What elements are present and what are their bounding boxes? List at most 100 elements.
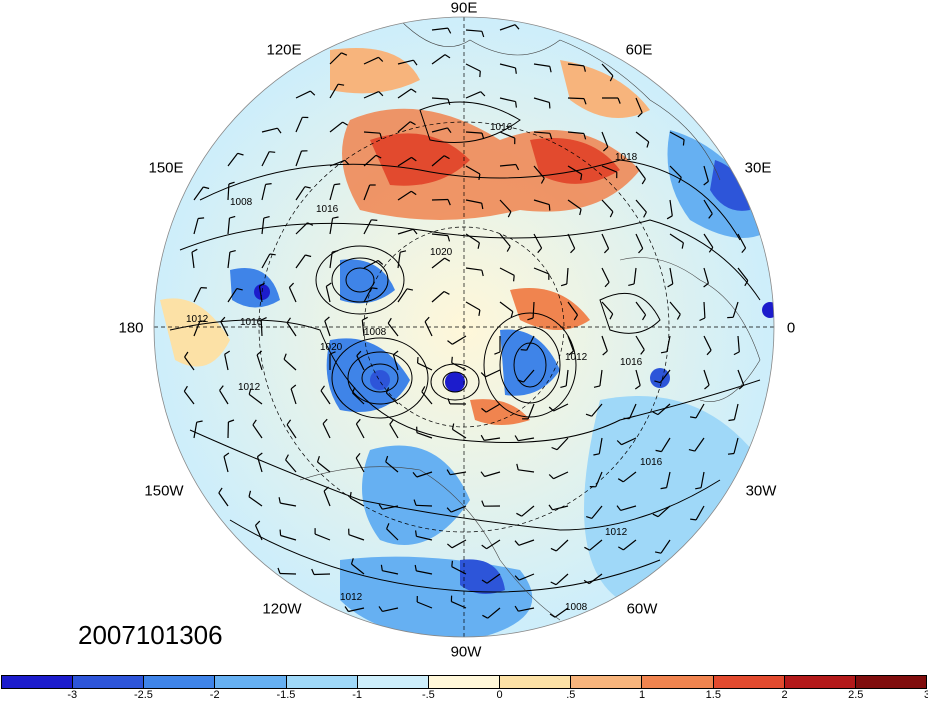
wind-barb (518, 469, 535, 473)
wind-barb (601, 267, 610, 283)
wind-barb-flag (703, 282, 709, 288)
wind-barb (556, 437, 569, 451)
cold-anomaly-core (460, 559, 505, 594)
wind-barb-flag (316, 456, 320, 463)
wind-barb (703, 165, 709, 182)
wind-barb-flag (356, 350, 362, 357)
wind-barb (601, 199, 614, 213)
wind-barb-flag (260, 317, 267, 321)
wind-barb-flag (708, 213, 713, 219)
wind-barb (431, 155, 445, 167)
wind-barb (566, 267, 569, 285)
wind-barb-flag (593, 385, 601, 388)
wind-barb-flag (549, 66, 552, 73)
wind-barb (533, 267, 550, 275)
wind-barb-flag (548, 474, 554, 480)
wind-barb (193, 320, 201, 337)
wind-barb (695, 403, 705, 419)
wind-barb-flag (414, 564, 417, 572)
wind-barb (465, 131, 483, 134)
wind-barb-flag (507, 211, 512, 218)
colorbar-segment (784, 676, 856, 688)
lon-label-60w: 60W (626, 600, 658, 618)
wind-barb-flag (641, 178, 646, 185)
wind-barb-flag (738, 384, 745, 390)
wind-barb (703, 369, 710, 386)
wind-barb (397, 252, 401, 269)
wind-barb-flag (283, 353, 287, 360)
wind-barb (733, 403, 739, 420)
wind-barb (416, 570, 433, 575)
wind-barb-flag (252, 419, 257, 426)
wind-barb (499, 233, 511, 247)
wind-barb-flag (609, 313, 614, 320)
wind-barb (533, 63, 550, 67)
wind-barb (363, 154, 377, 167)
wind-barb-flag (378, 503, 383, 510)
wind-barb-flag (583, 579, 590, 585)
wind-barb (555, 573, 569, 586)
wind-barb-flag (678, 177, 682, 184)
wind-barb-flag (477, 242, 480, 249)
wind-barb-flag (634, 385, 641, 390)
wind-barb-flag (585, 413, 592, 417)
wind-barb-flag (410, 88, 417, 93)
lon-label-60e: 60E (625, 41, 653, 59)
wind-barb-flag (377, 260, 384, 265)
wind-barb-flag (415, 530, 417, 537)
wind-barb-flag (324, 316, 330, 322)
wind-barb-flag (385, 455, 389, 462)
wind-barb (623, 539, 637, 551)
wind-barb (286, 424, 297, 439)
cold-anomaly-europe-core (710, 160, 750, 211)
wind-barb (258, 286, 263, 303)
wind-barb (352, 392, 365, 405)
wind-barb (431, 291, 445, 303)
wind-barb-flag (443, 155, 450, 160)
wind-barb-flag (593, 453, 600, 456)
wind-barb-flag (389, 419, 394, 425)
wind-barb-flag (514, 575, 520, 581)
lon-label-150e: 150E (148, 159, 184, 177)
isobar-value-label: 1012 (340, 592, 363, 603)
wind-barb (669, 233, 684, 244)
colorbar-segment (144, 676, 216, 688)
wind-barb (431, 233, 448, 237)
lon-label-180: 180 (118, 319, 144, 337)
wind-barb-flag (573, 314, 579, 321)
wind-barb (700, 471, 705, 488)
wind-barb-flag (220, 316, 226, 323)
wind-barb (329, 52, 342, 65)
wind-barb-flag (690, 518, 697, 521)
wind-barb-flag (681, 242, 684, 249)
wind-barb-flag (550, 581, 557, 586)
wind-barb-flag (237, 152, 244, 156)
wind-barb (219, 390, 229, 405)
wind-barb-flag (703, 180, 709, 186)
wind-barb-flag (256, 350, 263, 356)
isobar-value-label: 1008 (565, 602, 588, 613)
wind-barb-flag (616, 505, 622, 511)
wind-barb (261, 184, 267, 201)
wind-barb-flag (646, 141, 650, 148)
wind-barb (193, 218, 199, 235)
wind-barb-flag (224, 350, 231, 355)
wind-barb (431, 257, 445, 269)
wind-barb (733, 437, 739, 454)
wind-barb-flag (338, 83, 345, 86)
wind-barb-flag (277, 567, 281, 574)
wind-barb (363, 184, 371, 201)
wind-barb-flag (494, 351, 501, 355)
cold-anomaly-low (500, 329, 560, 396)
wind-barb (329, 218, 334, 235)
colorbar-segment (286, 676, 358, 688)
wind-barb (451, 335, 467, 345)
wind-barb-flag (378, 606, 383, 612)
lon-label-90w: 90W (450, 643, 482, 661)
wind-barb-flag (689, 416, 697, 419)
wind-barb (295, 222, 308, 235)
wind-barb (532, 301, 535, 319)
wind-barb (193, 186, 204, 201)
wind-barb-flag (637, 112, 643, 118)
wind-barb-flag (387, 317, 392, 324)
